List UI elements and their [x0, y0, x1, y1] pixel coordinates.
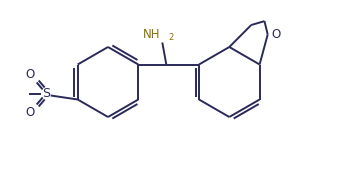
Text: 2: 2	[168, 33, 174, 42]
Text: NH: NH	[143, 28, 160, 40]
Text: S: S	[42, 87, 50, 100]
Text: O: O	[271, 28, 280, 41]
Text: O: O	[25, 106, 34, 119]
Text: O: O	[25, 68, 34, 81]
